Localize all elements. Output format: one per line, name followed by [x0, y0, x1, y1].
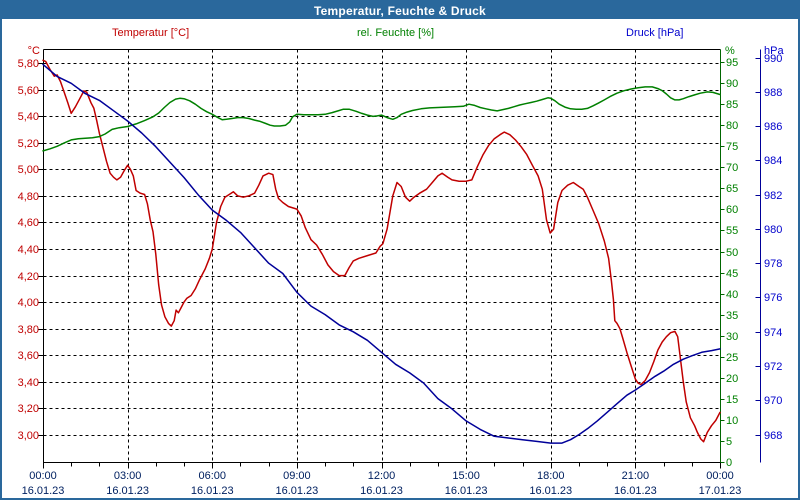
temperature-tick-label: 4,40: [18, 244, 39, 256]
pressure-tick-label: 970: [764, 395, 782, 407]
humidity-tick-label: 70: [726, 162, 738, 174]
pressure-tick-label: 990: [764, 53, 782, 65]
pressure-tick-label: 968: [764, 430, 782, 442]
date-label: 16.01.23: [445, 485, 488, 497]
humidity-tick-label: 60: [726, 204, 738, 216]
time-label: 15:00: [452, 470, 480, 482]
humidity-tick-label: 30: [726, 331, 738, 343]
legend-humidity: rel. Feuchte [%]: [357, 27, 435, 39]
temperature-axis-unit: °C: [28, 45, 40, 57]
pressure-tick-label: 986: [764, 121, 782, 133]
time-label: 00:00: [706, 470, 734, 482]
temperature-tick-label: 5,20: [18, 138, 39, 150]
date-label: 16.01.23: [529, 485, 572, 497]
pressure-tick-label: 972: [764, 361, 782, 373]
humidity-tick-label: 0: [726, 457, 732, 469]
humidity-tick-label: 80: [726, 120, 738, 132]
humidity-tick-label: 5: [726, 436, 732, 448]
humidity-tick-label: 90: [726, 78, 738, 90]
humidity-tick-label: 10: [726, 415, 738, 427]
temperature-tick-label: 3,00: [18, 430, 39, 442]
humidity-tick-label: 20: [726, 373, 738, 385]
temperature-tick-label: 3,20: [18, 403, 39, 415]
time-label: 18:00: [537, 470, 565, 482]
humidity-axis-unit: %: [725, 45, 735, 57]
time-label: 12:00: [368, 470, 396, 482]
temperature-tick-label: 5,80: [18, 58, 39, 70]
humidity-tick-label: 55: [726, 225, 738, 237]
legend-pressure: Druck [hPa]: [626, 27, 684, 39]
time-label: 00:00: [29, 470, 57, 482]
temperature-tick-label: 5,40: [18, 111, 39, 123]
pressure-tick-label: 974: [764, 327, 782, 339]
humidity-curve: [42, 86, 721, 152]
temperature-curve: [42, 59, 721, 443]
humidity-tick-label: 75: [726, 141, 738, 153]
temperature-tick-label: 4,20: [18, 271, 39, 283]
temperature-tick-label: 5,60: [18, 85, 39, 97]
humidity-tick-label: 65: [726, 183, 738, 195]
humidity-tick-label: 25: [726, 352, 738, 364]
pressure-curve: [42, 63, 721, 444]
temperature-tick-label: 3,80: [18, 324, 39, 336]
temperature-tick-label: 3,60: [18, 350, 39, 362]
time-label: 21:00: [622, 470, 650, 482]
time-label: 03:00: [114, 470, 142, 482]
humidity-tick-label: 50: [726, 247, 738, 259]
window-title: Temperatur, Feuchte & Druck: [314, 3, 486, 18]
time-label: 09:00: [283, 470, 311, 482]
temperature-tick-label: 4,60: [18, 217, 39, 229]
date-label: 16.01.23: [275, 485, 318, 497]
legend-temperature: Temperatur [°C]: [112, 27, 190, 39]
date-label: 16.01.23: [22, 485, 65, 497]
date-label: 17.01.23: [699, 485, 742, 497]
pressure-tick-label: 976: [764, 292, 782, 304]
temperature-tick-label: 4,00: [18, 297, 39, 309]
temperature-tick-label: 4,80: [18, 191, 39, 203]
date-label: 16.01.23: [360, 485, 403, 497]
temperature-tick-label: 5,00: [18, 164, 39, 176]
date-label: 16.01.23: [106, 485, 149, 497]
date-label: 16.01.23: [614, 485, 657, 497]
pressure-tick-label: 988: [764, 87, 782, 99]
time-label: 06:00: [198, 470, 226, 482]
axes-and-grid: [38, 49, 761, 469]
humidity-tick-label: 35: [726, 310, 738, 322]
humidity-tick-label: 85: [726, 99, 738, 111]
title-bar: Temperatur, Feuchte & Druck: [2, 2, 798, 19]
pressure-tick-label: 982: [764, 190, 782, 202]
temperature-tick-label: 3,40: [18, 377, 39, 389]
humidity-tick-label: 40: [726, 289, 738, 301]
humidity-tick-label: 95: [726, 57, 738, 69]
date-label: 16.01.23: [191, 485, 234, 497]
humidity-tick-label: 15: [726, 394, 738, 406]
pressure-tick-label: 984: [764, 155, 782, 167]
pressure-tick-label: 980: [764, 224, 782, 236]
pressure-axis-unit: hPa: [764, 45, 784, 57]
humidity-tick-label: 45: [726, 268, 738, 280]
pressure-tick-label: 978: [764, 258, 782, 270]
